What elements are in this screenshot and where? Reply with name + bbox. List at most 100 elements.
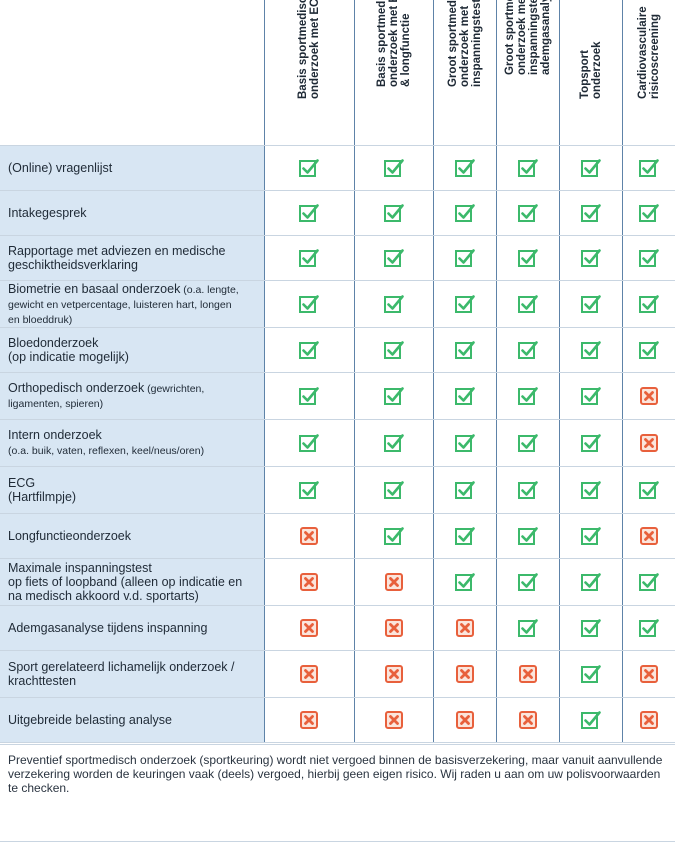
table-cell	[353, 466, 433, 514]
table-row: ECG (Hartfilmpje)	[0, 466, 675, 514]
cross-icon	[300, 619, 318, 637]
table-cell	[558, 558, 622, 606]
check-icon	[580, 573, 601, 591]
check-icon	[517, 204, 538, 222]
check-icon	[454, 341, 475, 359]
table-cell	[353, 235, 433, 281]
table-cell	[558, 466, 622, 514]
check-icon	[638, 619, 659, 637]
table-cell	[495, 372, 559, 420]
table-cell	[621, 327, 675, 373]
column-header-topsport: Topsport onderzoek	[558, 0, 622, 146]
table-cell	[621, 605, 675, 651]
check-icon	[580, 665, 601, 683]
table-cell	[558, 372, 622, 420]
check-icon	[580, 527, 601, 545]
table-cell	[263, 280, 354, 328]
cross-icon	[639, 527, 658, 545]
row-label-detail: (o.a. buik, vaten, reflexen, keel/neus/o…	[8, 445, 205, 457]
check-icon	[580, 434, 601, 452]
check-icon	[454, 295, 475, 313]
check-icon	[580, 481, 601, 499]
cross-icon	[384, 711, 403, 729]
check-icon	[517, 573, 538, 591]
row-label: Ademgasanalyse tijdens inspanning	[0, 605, 264, 651]
check-icon	[383, 204, 404, 222]
check-icon	[638, 249, 659, 267]
row-label-text: Maximale inspanningstest op fiets of loo…	[8, 560, 243, 603]
table-cell	[621, 513, 675, 559]
check-icon	[517, 434, 538, 452]
table-cell	[495, 466, 559, 514]
cross-icon	[384, 573, 403, 591]
header-corner	[0, 0, 264, 146]
row-label: Intern onderzoek (o.a. buik, vaten, refl…	[0, 419, 264, 467]
column-header-groot-ademgas: Groot sportmedisch + onderzoek met inspa…	[495, 0, 559, 146]
cross-icon	[639, 711, 658, 729]
table-cell	[432, 466, 496, 514]
table-cell	[621, 280, 675, 328]
row-label-text: Rapportage met adviezen en medische gesc…	[8, 243, 226, 272]
check-icon	[517, 387, 538, 405]
row-label: Maximale inspanningstest op fiets of loo…	[0, 558, 264, 606]
cross-icon	[639, 434, 658, 452]
table-cell	[558, 419, 622, 467]
footnote: Preventief sportmedisch onderzoek (sport…	[0, 744, 675, 842]
check-icon	[517, 619, 538, 637]
table-cell	[558, 605, 622, 651]
check-icon	[638, 159, 659, 177]
table-cell	[353, 327, 433, 373]
table-cell	[353, 558, 433, 606]
check-icon	[517, 295, 538, 313]
check-icon	[383, 387, 404, 405]
check-icon	[454, 204, 475, 222]
table-cell	[432, 605, 496, 651]
table-cell	[495, 145, 559, 191]
row-label: Bloedonderzoek (op indicatie mogelijk)	[0, 327, 264, 373]
row-label: Longfunctieonderzoek	[0, 513, 264, 559]
row-label: Uitgebreide belasting analyse	[0, 697, 264, 743]
table-row: Orthopedisch onderzoek (gewrichten, liga…	[0, 372, 675, 420]
check-icon	[638, 341, 659, 359]
table-cell	[558, 513, 622, 559]
cross-icon	[639, 387, 658, 405]
table-cell	[621, 650, 675, 698]
row-label: ECG (Hartfilmpje)	[0, 466, 264, 514]
table-cell	[432, 558, 496, 606]
check-icon	[383, 341, 404, 359]
table-row: Sport gerelateerd lichamelijk onderzoek …	[0, 650, 675, 698]
check-icon	[638, 295, 659, 313]
check-icon	[580, 711, 601, 729]
table-cell	[558, 280, 622, 328]
check-icon	[299, 387, 319, 405]
check-icon	[383, 481, 404, 499]
table-cell	[495, 280, 559, 328]
table-cell	[263, 235, 354, 281]
table-cell	[621, 235, 675, 281]
table-row: Biometrie en basaal onderzoek (o.a. leng…	[0, 280, 675, 328]
table-cell	[558, 190, 622, 236]
check-icon	[299, 249, 319, 267]
check-icon	[454, 159, 475, 177]
table-cell	[495, 513, 559, 559]
table-cell	[558, 650, 622, 698]
table-cell	[263, 558, 354, 606]
check-icon	[580, 341, 601, 359]
table-row: Bloedonderzoek (op indicatie mogelijk)	[0, 327, 675, 373]
table-cell	[621, 466, 675, 514]
check-icon	[299, 295, 319, 313]
table-cell	[353, 650, 433, 698]
cross-icon	[384, 665, 403, 683]
table-row: Intakegesprek	[0, 190, 675, 236]
cross-icon	[300, 665, 318, 683]
table-cell	[432, 697, 496, 743]
check-icon	[454, 249, 475, 267]
check-icon	[454, 434, 475, 452]
check-icon	[638, 204, 659, 222]
cross-icon	[455, 711, 474, 729]
row-label-text: Bloedonderzoek (op indicatie mogelijk)	[8, 335, 129, 364]
row-label: Orthopedisch onderzoek (gewrichten, liga…	[0, 372, 264, 420]
table-cell	[353, 145, 433, 191]
table-cell	[432, 190, 496, 236]
table-cell	[495, 558, 559, 606]
